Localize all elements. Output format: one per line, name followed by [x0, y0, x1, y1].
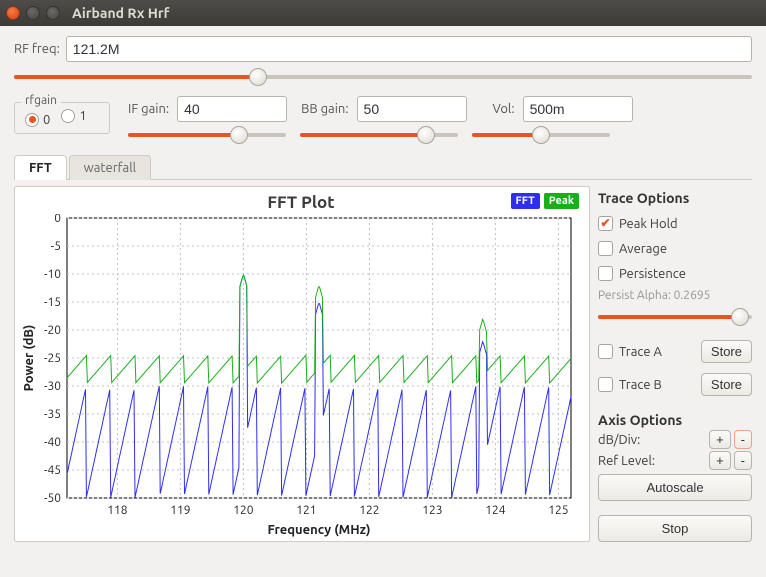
window-titlebar: Airband Rx Hrf — [0, 0, 766, 26]
bb-gain-label: BB gain: — [301, 102, 348, 116]
rfgain-legend: rfgain — [21, 94, 61, 107]
tab-bar: FFT waterfall — [14, 154, 752, 180]
persistence-row[interactable]: Persistence — [598, 266, 752, 281]
store-b-button[interactable]: Store — [701, 373, 752, 396]
bb-gain-input[interactable] — [357, 96, 467, 122]
svg-text:-5: -5 — [51, 240, 61, 253]
checkbox-icon — [598, 344, 613, 359]
svg-text:-25: -25 — [44, 352, 61, 365]
vol-label: Vol: — [493, 102, 515, 116]
svg-text:-40: -40 — [44, 436, 61, 449]
rf-freq-input[interactable] — [66, 36, 752, 62]
trace-options-heading: Trace Options — [598, 190, 752, 206]
trace-b-row[interactable]: Trace B — [598, 377, 662, 392]
svg-text:122: 122 — [359, 504, 379, 517]
rf-freq-label: RF freq: — [14, 42, 60, 56]
trace-a-label: Trace A — [619, 345, 662, 359]
svg-text:Frequency (MHz): Frequency (MHz) — [267, 523, 370, 537]
svg-text:-45: -45 — [44, 464, 61, 477]
ref-level-minus-button[interactable]: - — [734, 451, 752, 470]
ref-level-plus-button[interactable]: + — [709, 451, 731, 470]
svg-text:-35: -35 — [44, 408, 61, 421]
ref-level-label: Ref Level: — [598, 454, 655, 468]
if-gain-slider[interactable] — [128, 126, 286, 144]
svg-text:Power (dB): Power (dB) — [22, 325, 36, 392]
plot-legend: FFT Peak — [511, 193, 579, 209]
fft-plot: FFT Plot FFT Peak -50-45-40-35-30-25-20-… — [14, 186, 590, 542]
store-a-button[interactable]: Store — [701, 340, 752, 363]
rfgain-group: rfgain 0 1 — [14, 102, 110, 134]
svg-text:-30: -30 — [44, 380, 61, 393]
svg-text:-50: -50 — [44, 492, 61, 505]
svg-text:125: 125 — [548, 504, 568, 517]
minimize-icon[interactable] — [26, 6, 40, 20]
chart-canvas: -50-45-40-35-30-25-20-15-10-501181191201… — [19, 214, 579, 538]
radio-selected-icon — [25, 113, 39, 127]
maximize-icon[interactable] — [46, 6, 60, 20]
db-div-plus-button[interactable]: + — [709, 430, 731, 449]
checkbox-icon — [598, 377, 613, 392]
autoscale-button[interactable]: Autoscale — [598, 474, 752, 501]
checkbox-icon — [598, 241, 613, 256]
average-row[interactable]: Average — [598, 241, 752, 256]
plot-title: FFT Plot — [19, 193, 583, 212]
legend-peak: Peak — [544, 193, 579, 209]
rfgain-opt1-label: 1 — [79, 109, 86, 123]
if-gain-input[interactable] — [177, 96, 287, 122]
svg-text:-20: -20 — [44, 324, 61, 337]
peak-hold-label: Peak Hold — [619, 217, 678, 231]
svg-text:121: 121 — [296, 504, 316, 517]
db-div-label: dB/Div: — [598, 433, 640, 447]
peak-hold-row[interactable]: Peak Hold — [598, 216, 752, 231]
svg-text:-15: -15 — [44, 296, 61, 309]
side-panel: Trace Options Peak Hold Average Persiste… — [598, 186, 752, 542]
svg-text:123: 123 — [422, 504, 442, 517]
close-icon[interactable] — [6, 6, 20, 20]
if-gain-label: IF gain: — [128, 102, 169, 116]
svg-text:118: 118 — [107, 504, 128, 517]
trace-b-label: Trace B — [619, 378, 662, 392]
persist-alpha-label: Persist Alpha: 0.2695 — [598, 289, 752, 302]
svg-text:-10: -10 — [44, 268, 61, 281]
bb-gain-slider[interactable] — [300, 126, 458, 144]
checkbox-checked-icon — [598, 216, 613, 231]
rfgain-opt0-label: 0 — [43, 113, 50, 127]
persist-alpha-slider[interactable] — [598, 308, 752, 326]
svg-text:124: 124 — [485, 504, 506, 517]
axis-options-heading: Axis Options — [598, 412, 752, 428]
persistence-label: Persistence — [619, 267, 686, 281]
average-label: Average — [619, 242, 667, 256]
rfgain-radio-0[interactable]: 0 — [25, 113, 50, 127]
checkbox-icon — [598, 266, 613, 281]
vol-input[interactable] — [523, 96, 633, 122]
window-title: Airband Rx Hrf — [72, 5, 169, 21]
svg-text:119: 119 — [170, 504, 190, 517]
db-div-minus-button[interactable]: - — [734, 430, 752, 449]
legend-fft: FFT — [511, 193, 540, 209]
svg-text:0: 0 — [54, 214, 61, 225]
rf-freq-slider[interactable] — [14, 68, 752, 86]
vol-slider[interactable] — [472, 126, 610, 144]
svg-text:120: 120 — [233, 504, 254, 517]
trace-a-row[interactable]: Trace A — [598, 344, 662, 359]
tab-fft[interactable]: FFT — [14, 155, 67, 180]
rfgain-radio-1[interactable]: 1 — [61, 109, 86, 123]
radio-unselected-icon — [61, 109, 75, 123]
tab-waterfall[interactable]: waterfall — [69, 155, 151, 180]
stop-button[interactable]: Stop — [598, 515, 752, 542]
